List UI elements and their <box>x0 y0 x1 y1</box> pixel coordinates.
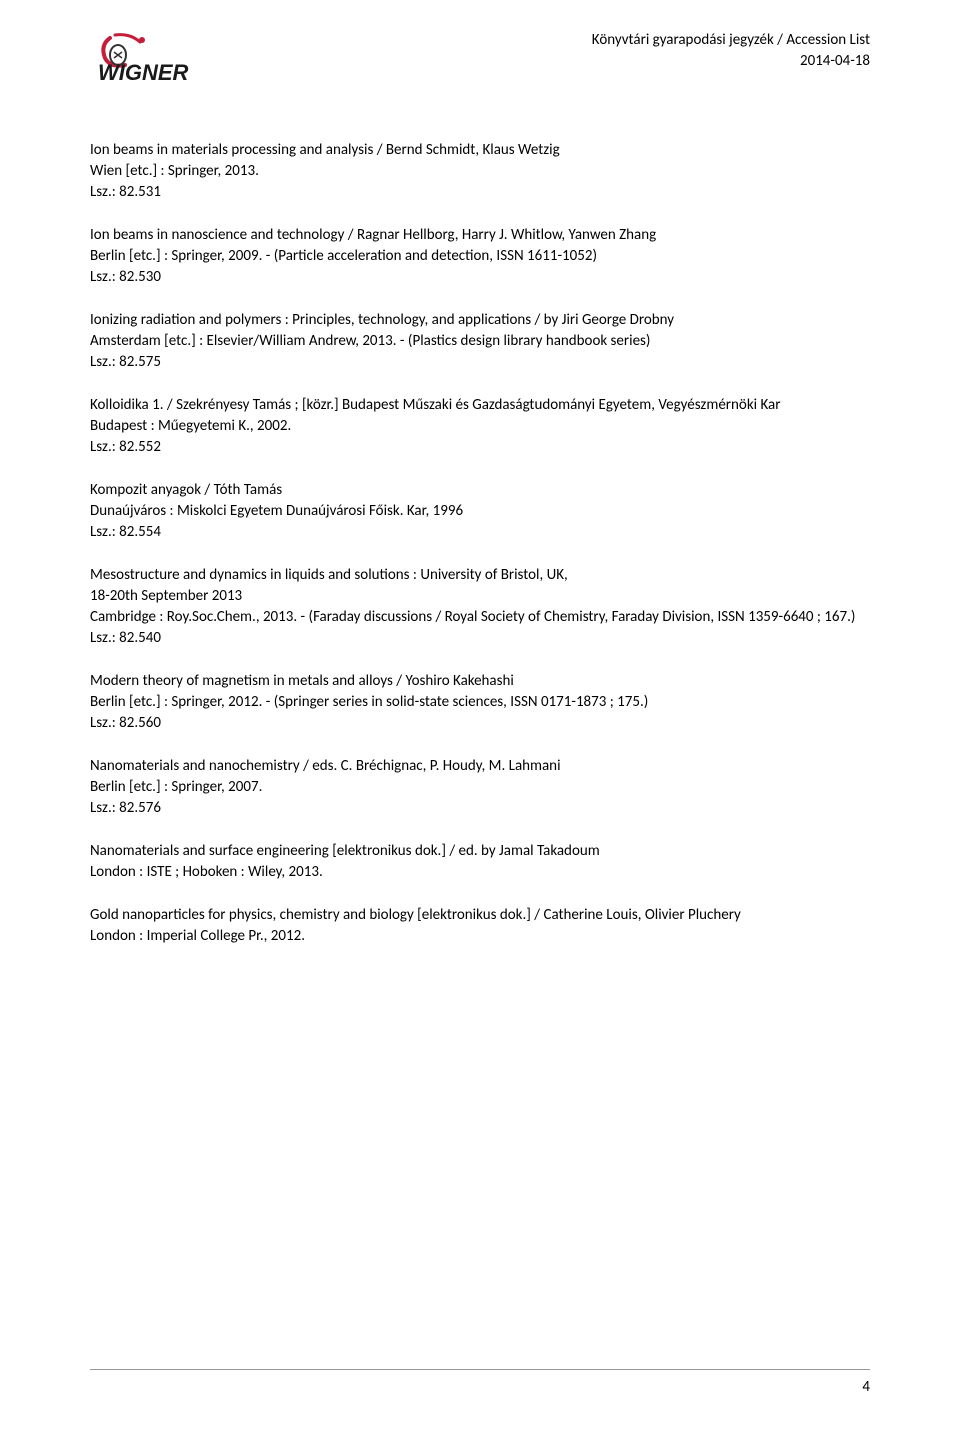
entry-line: Nanomaterials and surface engineering [e… <box>90 841 870 862</box>
bibliography-entry: Nanomaterials and nanochemistry / eds. C… <box>90 756 870 819</box>
bibliography-entry: Modern theory of magnetism in metals and… <box>90 671 870 734</box>
entry-line: Modern theory of magnetism in metals and… <box>90 671 870 692</box>
bibliography-entry: Ionizing radiation and polymers : Princi… <box>90 310 870 373</box>
entry-line: Kolloidika 1. / Szekrényesy Tamás ; [köz… <box>90 395 870 416</box>
entry-line: Berlin [etc.] : Springer, 2009. - (Parti… <box>90 246 870 267</box>
entries-list: Ion beams in materials processing and an… <box>90 140 870 947</box>
entry-line: Lsz.: 82.530 <box>90 267 870 288</box>
entry-line: Kompozit anyagok / Tóth Tamás <box>90 480 870 501</box>
entry-line: Ion beams in materials processing and an… <box>90 140 870 161</box>
entry-line: Budapest : Műegyetemi K., 2002. <box>90 416 870 437</box>
bibliography-entry: Kompozit anyagok / Tóth TamásDunaújváros… <box>90 480 870 543</box>
entry-line: Lsz.: 82.554 <box>90 522 870 543</box>
bibliography-entry: Ion beams in materials processing and an… <box>90 140 870 203</box>
entry-line: 18-20th September 2013 <box>90 586 870 607</box>
bibliography-entry: Kolloidika 1. / Szekrényesy Tamás ; [köz… <box>90 395 870 458</box>
svg-text:WIGNER: WIGNER <box>98 60 189 85</box>
header-title-line2: 2014-04-18 <box>592 51 870 72</box>
entry-line: Lsz.: 82.540 <box>90 628 870 649</box>
bibliography-entry: Gold nanoparticles for physics, chemistr… <box>90 905 870 947</box>
entry-line: Dunaújváros : Miskolci Egyetem Dunaújvár… <box>90 501 870 522</box>
entry-line: Cambridge : Roy.Soc.Chem., 2013. - (Fara… <box>90 607 870 628</box>
bibliography-entry: Ion beams in nanoscience and technology … <box>90 225 870 288</box>
entry-line: Ionizing radiation and polymers : Princi… <box>90 310 870 331</box>
entry-line: Lsz.: 82.575 <box>90 352 870 373</box>
page-footer: 4 <box>90 1369 870 1396</box>
entry-line: Gold nanoparticles for physics, chemistr… <box>90 905 870 926</box>
entry-line: London : Imperial College Pr., 2012. <box>90 926 870 947</box>
entry-line: Berlin [etc.] : Springer, 2012. - (Sprin… <box>90 692 870 713</box>
entry-line: Berlin [etc.] : Springer, 2007. <box>90 777 870 798</box>
entry-line: Mesostructure and dynamics in liquids an… <box>90 565 870 586</box>
entry-line: Lsz.: 82.552 <box>90 437 870 458</box>
entry-line: Nanomaterials and nanochemistry / eds. C… <box>90 756 870 777</box>
entry-line: Lsz.: 82.531 <box>90 182 870 203</box>
page-number: 4 <box>90 1378 870 1396</box>
header-title-line1: Könyvtári gyarapodási jegyzék / Accessio… <box>592 30 870 51</box>
entry-line: Ion beams in nanoscience and technology … <box>90 225 870 246</box>
footer-divider <box>90 1369 870 1370</box>
page-header: WIGNER Könyvtári gyarapodási jegyzék / A… <box>90 30 870 85</box>
entry-line: Lsz.: 82.576 <box>90 798 870 819</box>
wigner-logo: WIGNER <box>90 30 255 85</box>
bibliography-entry: Nanomaterials and surface engineering [e… <box>90 841 870 883</box>
entry-line: Lsz.: 82.560 <box>90 713 870 734</box>
entry-line: Wien [etc.] : Springer, 2013. <box>90 161 870 182</box>
header-title: Könyvtári gyarapodási jegyzék / Accessio… <box>592 30 870 72</box>
entry-line: Amsterdam [etc.] : Elsevier/William Andr… <box>90 331 870 352</box>
entry-line: London : ISTE ; Hoboken : Wiley, 2013. <box>90 862 870 883</box>
bibliography-entry: Mesostructure and dynamics in liquids an… <box>90 565 870 649</box>
